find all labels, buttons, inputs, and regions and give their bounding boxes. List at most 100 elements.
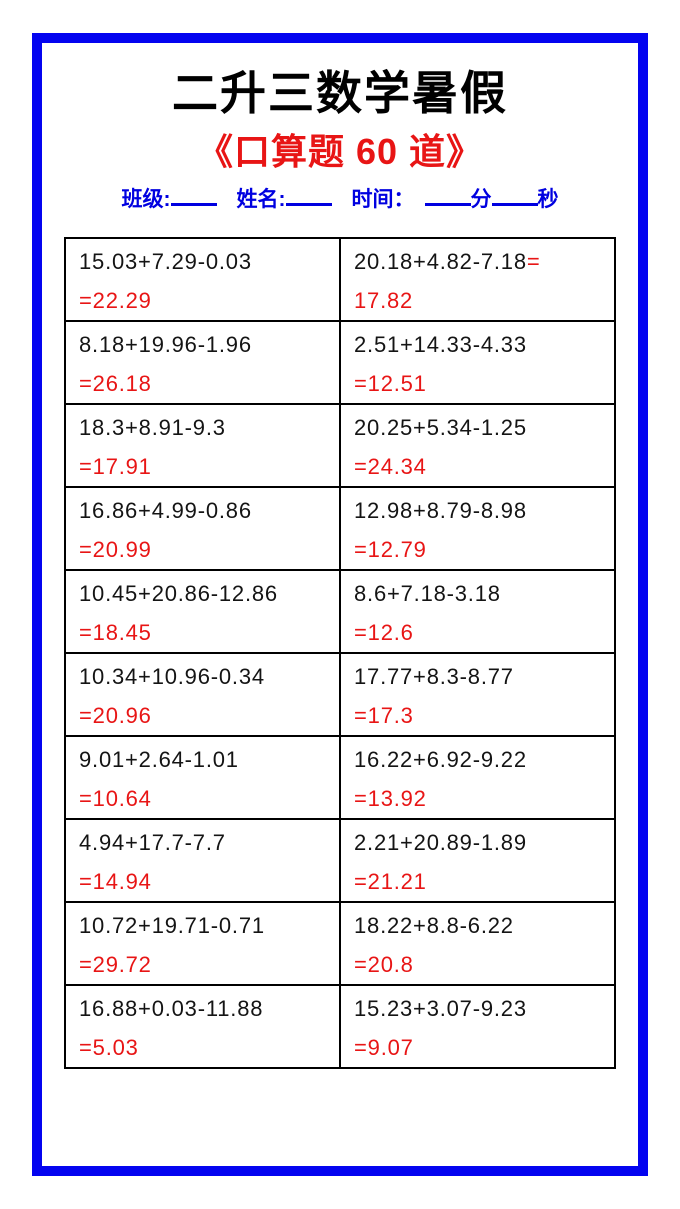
answer-value: 22.29 xyxy=(92,288,152,313)
answer-text: =9.07 xyxy=(354,1028,608,1067)
equals-sign: = xyxy=(354,454,368,479)
answer-text: =12.79 xyxy=(354,530,608,569)
problem-cell: 15.23+3.07-9.23 =9.07 xyxy=(339,984,616,1069)
answer-text: =29.72 xyxy=(79,945,333,984)
problem-text: 16.86+4.99-0.86 xyxy=(79,498,252,523)
class-blank-line xyxy=(170,188,217,206)
answer-value: 21.21 xyxy=(367,869,427,894)
equals-sign: = xyxy=(79,537,93,562)
page-subtitle: 《口算题 60 道》 xyxy=(196,131,484,172)
problem-text: 8.18+19.96-1.96 xyxy=(79,332,252,357)
answer-text: =18.45 xyxy=(79,613,333,652)
answer-value: 17.3 xyxy=(367,703,414,728)
answer-text: =14.94 xyxy=(79,862,333,901)
problem-text: 20.18+4.82-7.18 xyxy=(354,249,527,274)
equals-sign: = xyxy=(354,1035,368,1060)
seconds-blank-line xyxy=(491,188,538,206)
problem-text: 15.23+3.07-9.23 xyxy=(354,996,527,1021)
equals-sign: = xyxy=(354,952,368,977)
problem-cell: 17.77+8.3-8.77 =17.3 xyxy=(339,652,616,737)
answer-value: 26.18 xyxy=(92,371,152,396)
problem-text: 16.22+6.92-9.22 xyxy=(354,747,527,772)
problem-text: 18.3+8.91-9.3 xyxy=(79,415,226,440)
equals-sign: = xyxy=(354,869,368,894)
second-suffix: 秒 xyxy=(537,188,559,211)
problem-text: 15.03+7.29-0.03 xyxy=(79,249,252,274)
problem-cell: 20.25+5.34-1.25 =24.34 xyxy=(339,403,616,488)
class-label: 班级: xyxy=(121,188,171,211)
worksheet-frame: 二升三数学暑假 《口算题 60 道》 班级: 姓名: 时间： 分 秒 15.03+7.2… xyxy=(32,33,648,1176)
problem-cell: 18.22+8.8-6.22 =20.8 xyxy=(339,901,616,986)
answer-text: =20.8 xyxy=(354,945,608,984)
problem-cell: 18.3+8.91-9.3 =17.91 xyxy=(64,403,341,488)
problem-text: 9.01+2.64-1.01 xyxy=(79,747,239,772)
answer-value: 17.91 xyxy=(92,454,152,479)
page-title: 二升三数学暑假 xyxy=(172,67,508,119)
equals-sign: = xyxy=(79,288,93,313)
answer-value: 14.94 xyxy=(92,869,152,894)
problem-text: 12.98+8.79-8.98 xyxy=(354,498,527,523)
problem-cell: 10.45+20.86-12.86 =18.45 xyxy=(64,569,341,654)
answer-value: 12.6 xyxy=(367,620,414,645)
answer-value: 10.64 xyxy=(92,786,152,811)
minute-suffix: 分 xyxy=(470,188,492,211)
equals-sign: = xyxy=(354,371,368,396)
problem-cell: 20.18+4.82-7.18= 17.82 xyxy=(339,237,616,322)
answer-value: 13.92 xyxy=(367,786,427,811)
problem-cell: 2.21+20.89-1.89 =21.21 xyxy=(339,818,616,903)
problem-cell: 4.94+17.7-7.7 =14.94 xyxy=(64,818,341,903)
problem-cell: 16.22+6.92-9.22 =13.92 xyxy=(339,735,616,820)
problem-text: 2.51+14.33-4.33 xyxy=(354,332,527,357)
problem-cell: 9.01+2.64-1.01 =10.64 xyxy=(64,735,341,820)
equals-sign: = xyxy=(79,1035,93,1060)
problems-table: 15.03+7.29-0.03 =22.29 20.18+4.82-7.18= 17.… xyxy=(64,237,616,1069)
answer-text: =12.51 xyxy=(354,364,608,403)
answer-value: 5.03 xyxy=(92,1035,139,1060)
problem-cell: 15.03+7.29-0.03 =22.29 xyxy=(64,237,341,322)
answer-text: 17.82 xyxy=(354,281,608,320)
equals-sign: = xyxy=(79,703,93,728)
answer-text: =24.34 xyxy=(354,447,608,486)
answer-value: 18.45 xyxy=(92,620,152,645)
problem-text: 17.77+8.3-8.77 xyxy=(354,664,514,689)
equals-sign: = xyxy=(354,537,368,562)
equals-sign: = xyxy=(79,869,93,894)
problem-text: 18.22+8.8-6.22 xyxy=(354,913,514,938)
table-row: 4.94+17.7-7.7 =14.94 2.21+20.89-1.89 =21.21 xyxy=(64,818,616,903)
table-row: 10.34+10.96-0.34 =20.96 17.77+8.3-8.77 =17.… xyxy=(64,652,616,737)
name-blank-line xyxy=(285,188,332,206)
answer-value: 20.96 xyxy=(92,703,152,728)
problem-text: 4.94+17.7-7.7 xyxy=(79,830,226,855)
problem-text: 20.25+5.34-1.25 xyxy=(354,415,527,440)
problem-text: 10.45+20.86-12.86 xyxy=(79,581,278,606)
answer-text: =26.18 xyxy=(79,364,333,403)
problem-cell: 10.72+19.71-0.71 =29.72 xyxy=(64,901,341,986)
answer-text: =17.91 xyxy=(79,447,333,486)
answer-text: =20.99 xyxy=(79,530,333,569)
student-info-line: 班级: 姓名: 时间： 分 秒 xyxy=(42,187,638,213)
table-row: 16.86+4.99-0.86 =20.99 12.98+8.79-8.98 =12.… xyxy=(64,486,616,571)
problem-cell: 2.51+14.33-4.33 =12.51 xyxy=(339,320,616,405)
table-row: 16.88+0.03-11.88 =5.03 15.23+3.07-9.23 =9.0… xyxy=(64,984,616,1069)
equals-sign: = xyxy=(79,952,93,977)
table-row: 18.3+8.91-9.3 =17.91 20.25+5.34-1.25 =24.34 xyxy=(64,403,616,488)
equals-sign: = xyxy=(79,454,93,479)
problem-text: 10.72+19.71-0.71 xyxy=(79,913,265,938)
answer-value: 9.07 xyxy=(367,1035,414,1060)
equals-sign: = xyxy=(79,786,93,811)
problem-cell: 10.34+10.96-0.34 =20.96 xyxy=(64,652,341,737)
answer-value: 29.72 xyxy=(92,952,152,977)
answer-value: 20.99 xyxy=(92,537,152,562)
answer-text: =5.03 xyxy=(79,1028,333,1067)
problem-text: 10.34+10.96-0.34 xyxy=(79,664,265,689)
table-row: 8.18+19.96-1.96 =26.18 2.51+14.33-4.33 =12.… xyxy=(64,320,616,405)
problem-text: 8.6+7.18-3.18 xyxy=(354,581,501,606)
equals-sign: = xyxy=(354,703,368,728)
table-row: 9.01+2.64-1.01 =10.64 16.22+6.92-9.22 =13.9… xyxy=(64,735,616,820)
minutes-blank-line xyxy=(424,188,471,206)
table-row: 10.45+20.86-12.86 =18.45 8.6+7.18-3.18 = 12.… xyxy=(64,569,616,654)
equals-sign: = xyxy=(354,786,368,811)
equals-sign: = xyxy=(526,249,541,274)
equals-sign: = xyxy=(79,620,93,645)
name-label: 姓名: xyxy=(236,188,286,211)
